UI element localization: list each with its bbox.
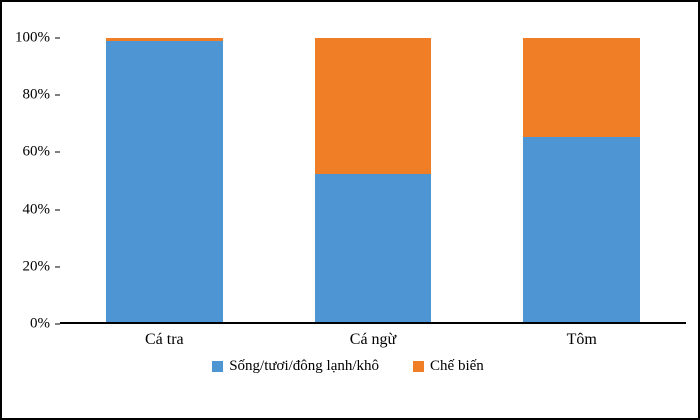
stacked-bar xyxy=(523,38,641,322)
y-tick-label: 100% xyxy=(15,29,50,46)
bar-slot xyxy=(477,38,686,322)
bar-slot xyxy=(60,38,269,322)
plot-area xyxy=(60,38,686,324)
legend-item: Sống/tươi/đông lạnh/khô xyxy=(212,358,379,375)
x-axis-labels: Cá tra Cá ngừ Tôm xyxy=(60,324,686,349)
y-tick-label: 0% xyxy=(30,315,50,332)
y-tick-mark xyxy=(55,151,60,153)
y-tick-mark xyxy=(55,323,60,325)
y-tick-label: 20% xyxy=(22,258,51,275)
y-tick-label: 80% xyxy=(22,86,51,103)
plot-row: 0% 20% 40% 60% 80% 100% xyxy=(10,30,686,331)
bar-segment xyxy=(314,38,432,175)
bar-segment xyxy=(105,40,223,322)
stacked-bar xyxy=(105,38,223,322)
x-category-label: Cá ngừ xyxy=(349,331,397,348)
legend-swatch-icon xyxy=(212,361,224,372)
y-tick-mark xyxy=(55,37,60,39)
y-tick-label: 40% xyxy=(22,201,51,218)
stacked-bar xyxy=(314,38,432,322)
legend-swatch-icon xyxy=(413,361,425,372)
x-category-label: Cá tra xyxy=(145,331,184,348)
y-tick-mark xyxy=(55,266,60,268)
legend-label: Sống/tươi/đông lạnh/khô xyxy=(229,358,380,374)
bar-segment xyxy=(523,137,641,322)
legend: Sống/tươi/đông lạnh/khô Chế biến xyxy=(10,358,686,375)
bar-segment xyxy=(523,38,641,138)
bar-slot xyxy=(269,38,478,322)
x-category-label: Tôm xyxy=(566,331,597,348)
y-tick-mark xyxy=(55,209,60,211)
bar-segment xyxy=(105,38,223,41)
legend-item: Chế biến xyxy=(413,358,484,375)
y-axis: 0% 20% 40% 60% 80% 100% xyxy=(10,30,60,331)
legend-label: Chế biến xyxy=(430,358,484,374)
y-tick-mark xyxy=(55,94,60,96)
bar-segment xyxy=(314,174,432,322)
y-tick-label: 60% xyxy=(22,143,51,160)
